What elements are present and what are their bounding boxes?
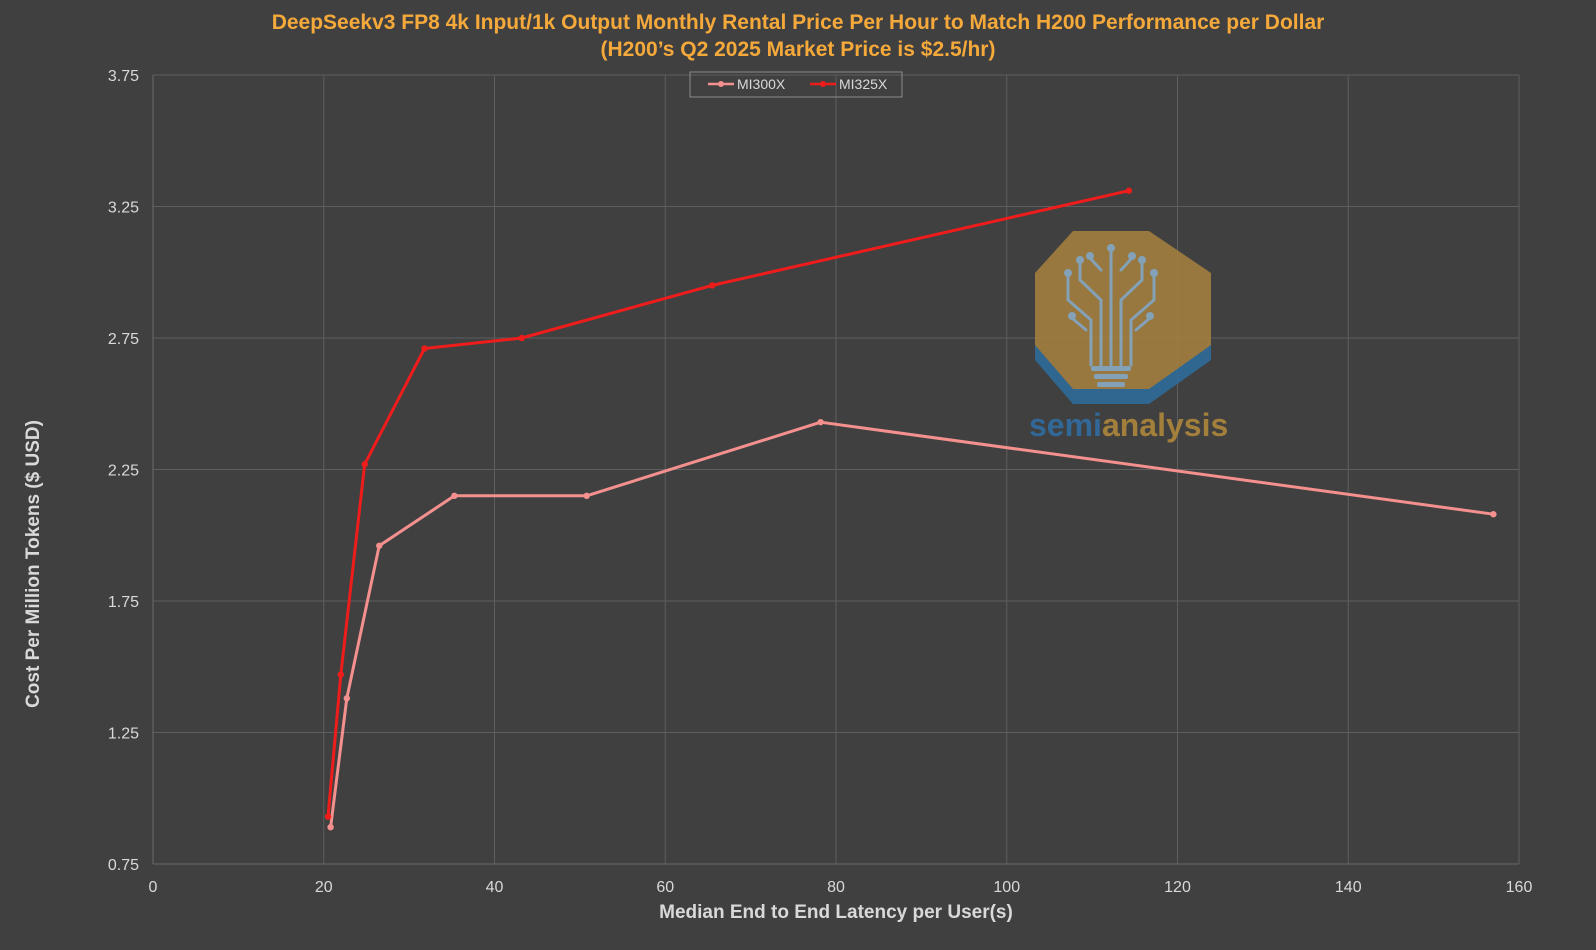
x-tick-label-1: 20 [315,879,333,896]
y-tick-label-4: 2.75 [108,331,139,348]
series-mi325x [324,187,1133,820]
logo-wordmark: semianalysis [1029,407,1228,443]
x-tick-label-5: 100 [993,879,1020,896]
circuit-nodes [1064,244,1158,320]
data-point-mi325x-5 [709,282,716,289]
legend: MI300X MI325X [689,71,903,98]
data-point-mi300x-2 [376,542,383,549]
data-point-mi325x-6 [1125,187,1133,194]
y-tick-label-5: 3.25 [108,200,139,217]
y-tick-label-2: 1.75 [108,594,139,611]
grid [152,74,1520,865]
legend-marker-mi325x [820,81,826,87]
x-tick-label-3: 60 [656,879,674,896]
semianalysis-logo: semianalysis [1029,231,1228,443]
y-axis-ticks: 0.75 1.25 1.75 2.25 2.75 3.25 3.75 [108,68,139,874]
series [324,187,1497,831]
data-point-mi325x-3 [421,345,428,352]
data-point-mi325x-0 [324,813,332,820]
series-mi300x [327,418,1497,831]
logo-word-semi: semi [1029,407,1102,443]
data-point-mi325x-4 [518,334,526,342]
y-tick-label-6: 3.75 [108,68,139,85]
y-tick-label-3: 2.25 [108,463,139,480]
data-point-mi300x-5 [817,418,824,426]
chart-subtitle: (H200’s Q2 2025 Market Price is $2.5/hr) [601,38,996,61]
data-point-mi325x-2 [361,461,368,468]
y-tick-label-1: 1.25 [108,726,139,743]
circuit-tree-icon [1066,248,1156,367]
legend-label-mi325x: MI325X [839,76,888,92]
x-tick-label-8: 160 [1506,879,1533,896]
data-point-mi300x-0 [327,823,334,831]
lightbulb-base [1091,366,1131,387]
y-axis-title: Cost Per Million Tokens ($ USD) [23,420,44,708]
legend-marker-mi300x [718,81,724,87]
x-axis-ticks: 0 20 40 60 80 100 120 140 160 [149,879,1533,896]
data-point-mi300x-3 [451,492,458,499]
legend-box [689,71,903,98]
x-tick-label-2: 40 [486,879,504,896]
chart-title: DeepSeekv3 FP8 4k Input/1k Output Monthl… [272,11,1325,34]
data-point-mi300x-1 [343,695,351,702]
y-tick-label-0: 0.75 [108,857,139,874]
x-tick-label-0: 0 [149,879,158,896]
x-tick-label-4: 80 [827,879,845,896]
logo-word-analysis: analysis [1102,407,1228,443]
x-tick-label-6: 120 [1164,879,1191,896]
x-tick-label-7: 140 [1335,879,1362,896]
legend-label-mi300x: MI300X [737,76,786,92]
data-point-mi325x-1 [337,671,345,678]
data-point-mi300x-6 [1490,511,1497,518]
data-point-mi300x-4 [583,492,590,499]
x-axis-title: Median End to End Latency per User(s) [659,902,1013,923]
